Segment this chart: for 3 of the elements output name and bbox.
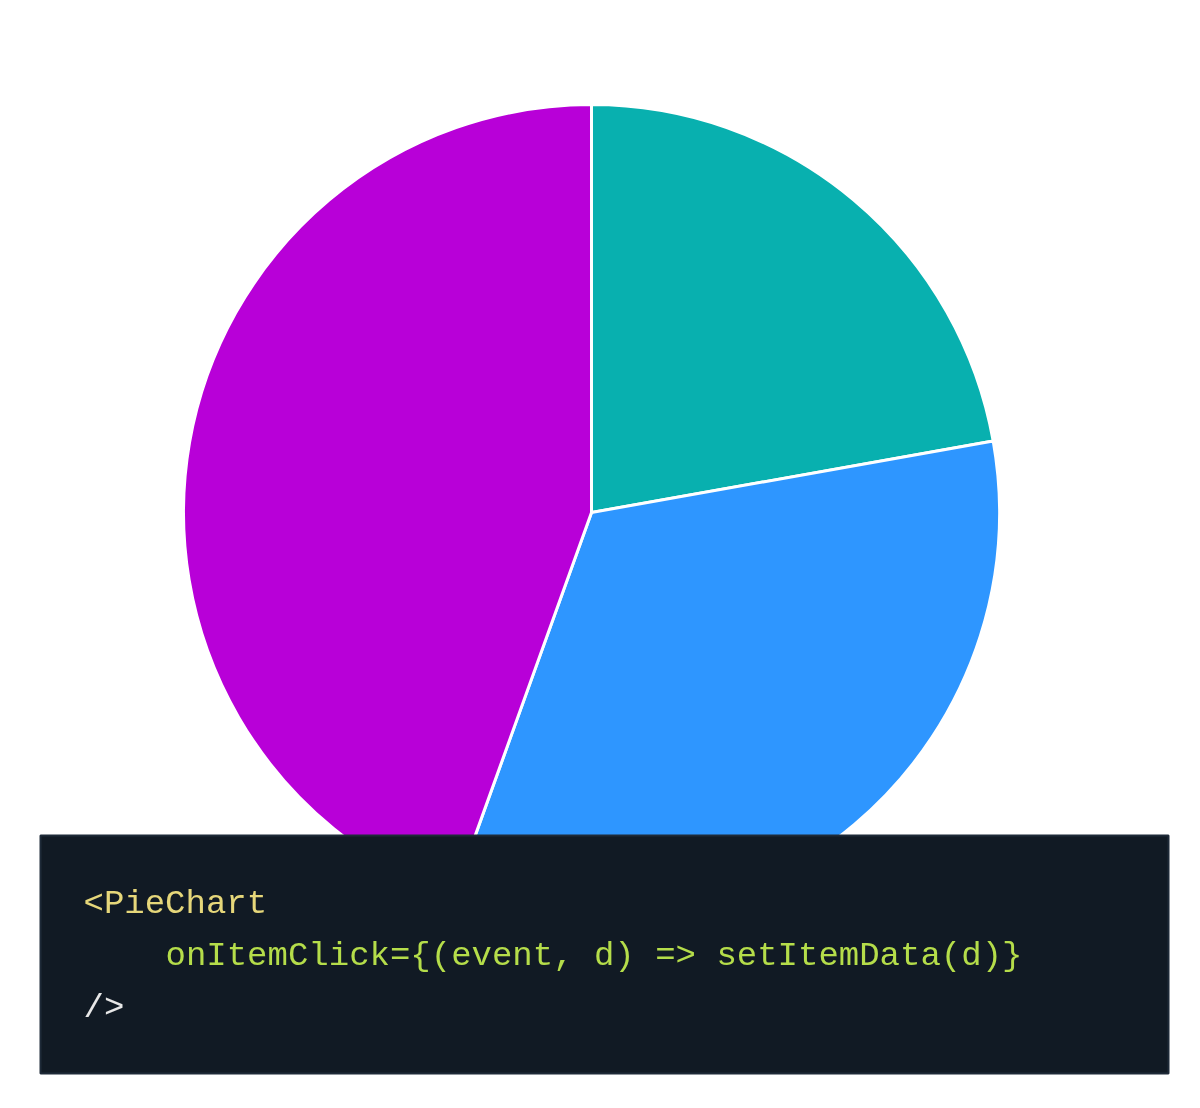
- text: <PieChart: [83, 884, 268, 923]
- text: />: [83, 988, 125, 1027]
- text: onItemClick={(event, d) => setItemData(d)}: [165, 936, 1023, 975]
